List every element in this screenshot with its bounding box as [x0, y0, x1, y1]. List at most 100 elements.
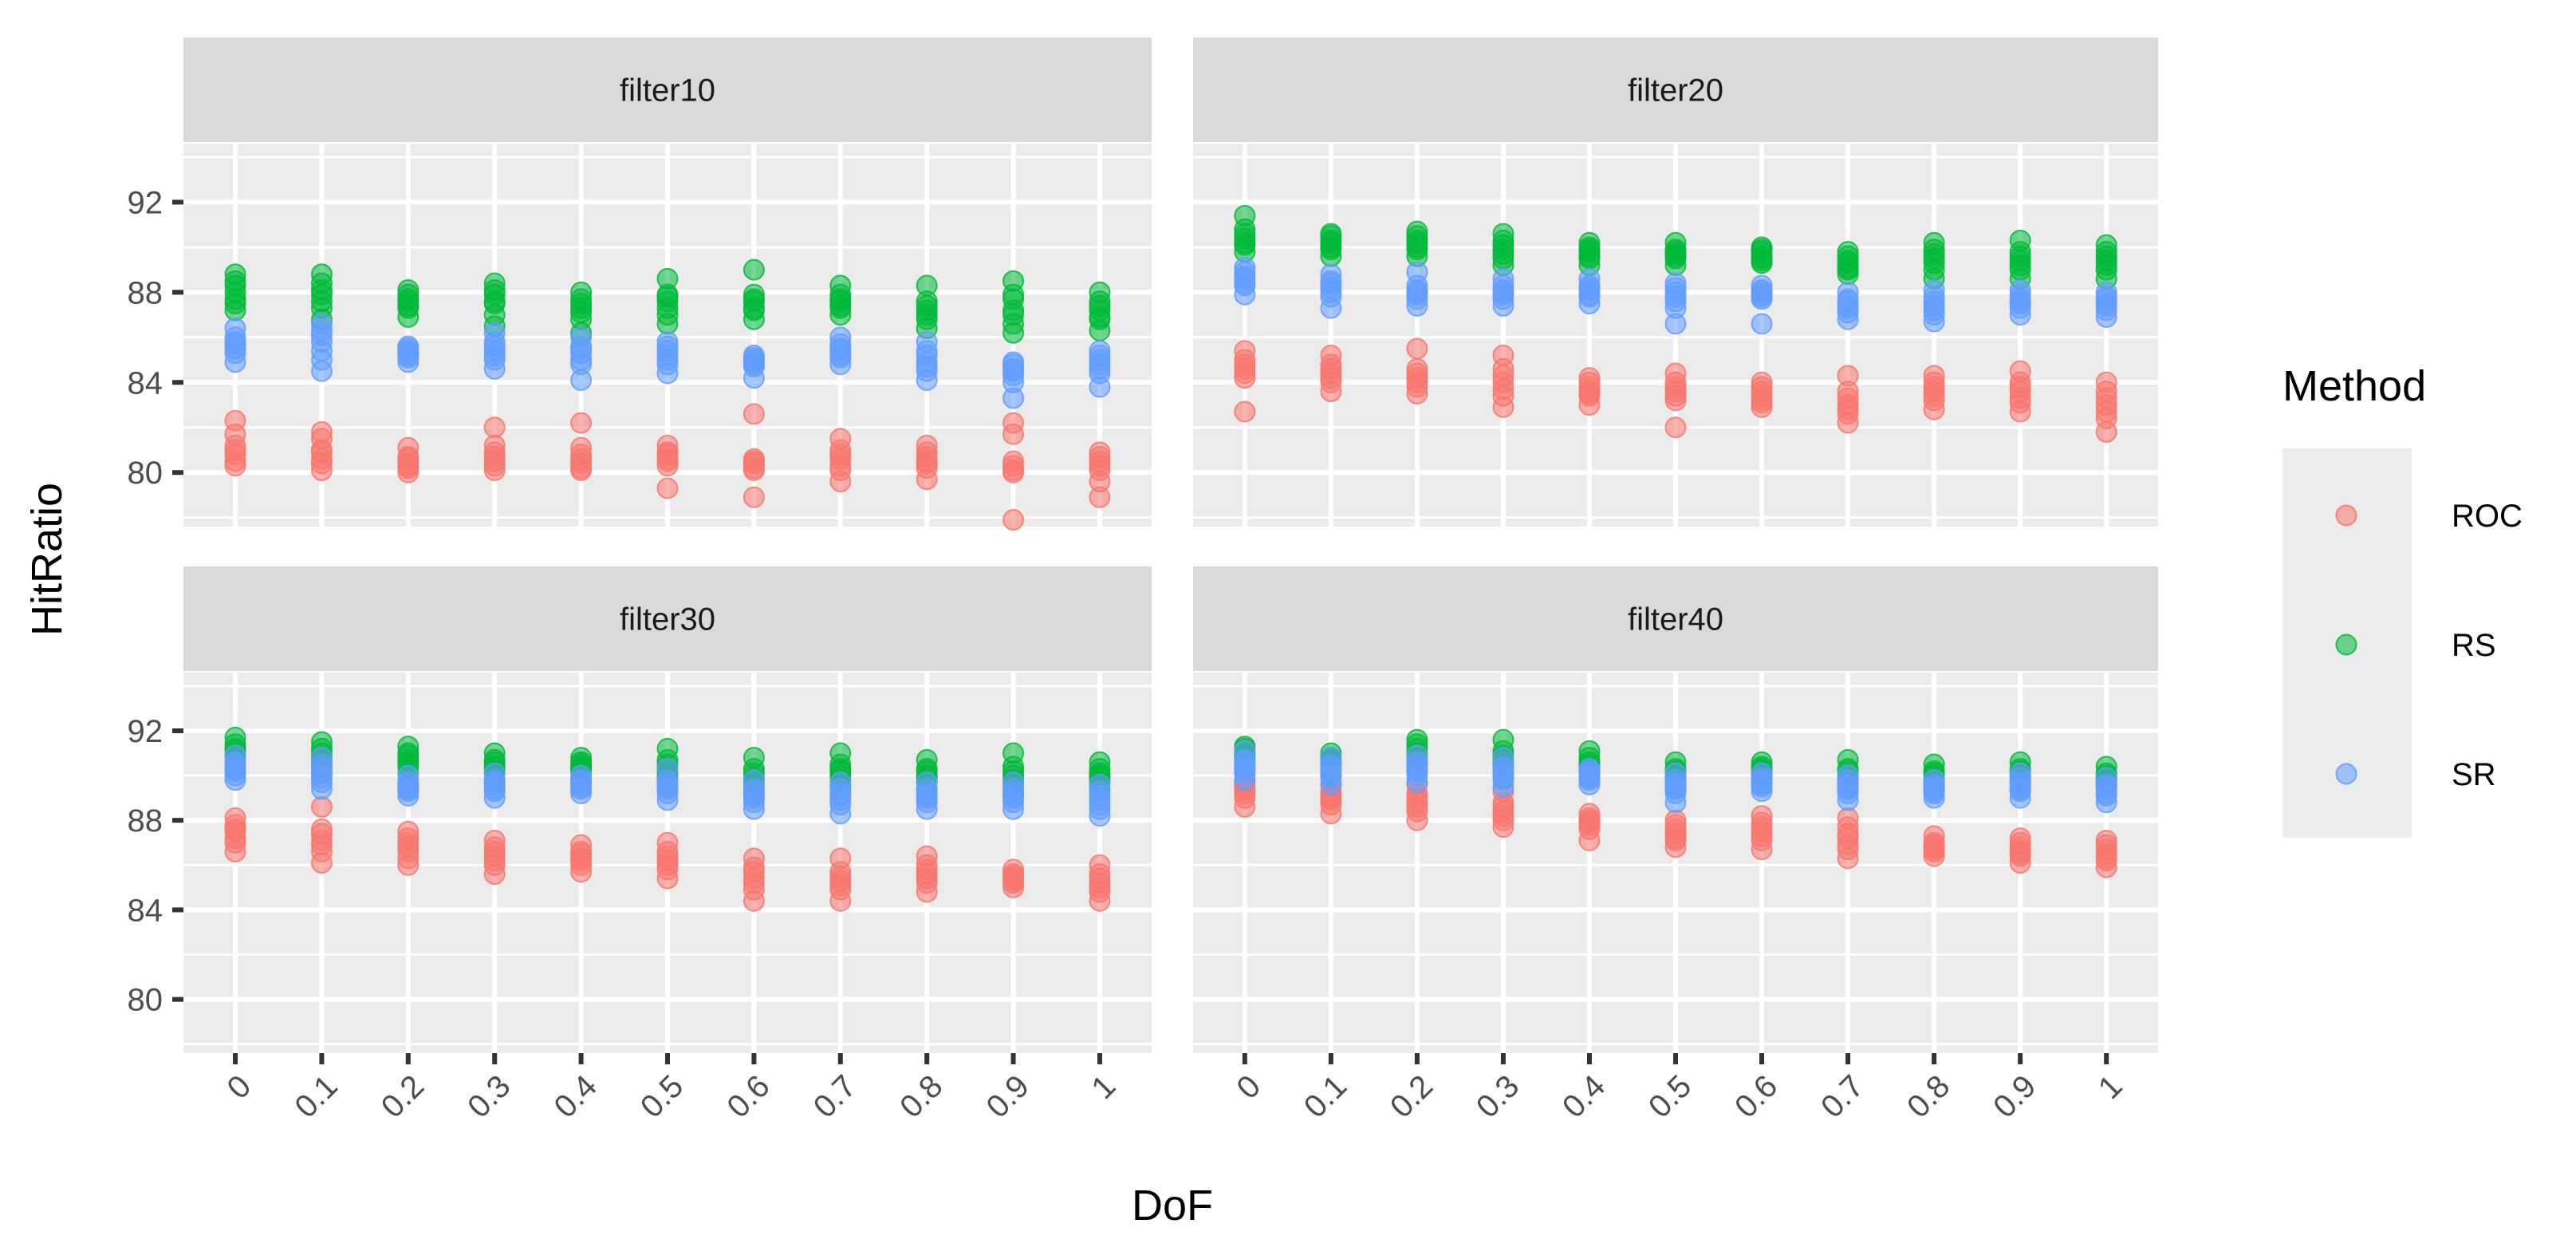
panels-layer: filter10 filter20 filter30 filter40 — [183, 37, 2158, 1053]
data-point-roc — [570, 843, 593, 865]
data-point-roc — [2095, 387, 2117, 409]
legend-label-rs: RS — [2452, 628, 2496, 663]
data-point-sr — [483, 771, 506, 793]
series-RS — [224, 258, 1111, 344]
data-point-rs — [224, 274, 246, 297]
data-point-roc — [1089, 867, 1111, 890]
data-point-rs — [1664, 241, 1687, 263]
legend-label-roc: ROC — [2452, 499, 2523, 534]
y-tick-label: 84 — [128, 365, 163, 401]
data-point-sr — [310, 324, 333, 346]
data-point-roc — [1923, 376, 1945, 398]
data-point-roc — [1837, 365, 1859, 387]
series-ROC — [1234, 337, 2117, 443]
x-axis-title: DoF — [1132, 1182, 1213, 1229]
series-ROC — [224, 403, 1111, 531]
data-point-sr — [310, 758, 333, 780]
data-point-roc — [1002, 865, 1025, 887]
data-point-roc — [397, 455, 419, 477]
data-point-sr — [742, 780, 765, 803]
data-point-roc — [656, 845, 679, 867]
data-point-roc — [310, 795, 333, 818]
legend-title: Method — [2283, 362, 2426, 410]
series-SR — [1234, 256, 2117, 335]
legend: Method ROC RS SR — [2283, 362, 2523, 838]
data-point-sr — [829, 783, 852, 805]
data-point-roc — [916, 858, 938, 881]
data-point-rs — [570, 292, 593, 314]
data-point-roc — [1923, 836, 1945, 858]
data-point-roc — [1320, 357, 1342, 380]
data-point-roc — [483, 416, 506, 439]
data-point-sr — [2009, 771, 2031, 793]
data-point-roc — [1664, 416, 1687, 439]
data-point-sr — [1923, 290, 1945, 313]
data-point-roc — [1089, 445, 1111, 468]
data-point-sr — [1751, 286, 1773, 308]
data-point-sr — [1089, 349, 1111, 371]
data-point-sr — [1492, 279, 1514, 302]
data-point-roc — [483, 840, 506, 862]
data-point-rs — [1751, 250, 1773, 272]
facet-strip-label: filter10 — [620, 73, 715, 109]
y-axis-title: HitRatio — [23, 483, 71, 636]
facet-strip — [1193, 566, 2158, 671]
data-point-roc — [224, 818, 246, 840]
y-tick-label: 92 — [128, 185, 163, 220]
data-point-rs — [1320, 229, 1342, 251]
facet-strip — [183, 566, 1152, 671]
data-point-sr — [397, 773, 419, 795]
data-point-rs — [2009, 245, 2031, 267]
data-point-sr — [1320, 272, 1342, 294]
data-point-roc — [1492, 365, 1514, 387]
data-point-sr — [829, 337, 852, 360]
data-point-roc — [656, 477, 679, 499]
data-point-sr — [2009, 288, 2031, 310]
data-point-sr — [1320, 756, 1342, 778]
data-point-rs — [1002, 304, 1025, 326]
data-point-roc — [570, 412, 593, 434]
data-point-roc — [829, 847, 852, 870]
data-point-sr — [1089, 784, 1111, 807]
data-point-sr — [570, 771, 593, 793]
data-point-roc — [2095, 850, 2117, 872]
data-point-sr — [2095, 775, 2117, 798]
data-point-sr — [656, 340, 679, 362]
data-point-sr — [742, 346, 765, 369]
data-point-roc — [1406, 362, 1428, 385]
data-point-sr — [1751, 313, 1773, 335]
data-point-roc — [1578, 811, 1601, 834]
data-point-sr — [570, 337, 593, 360]
data-point-roc — [829, 444, 852, 466]
panel-filter20: filter20 — [1193, 37, 2158, 527]
series-SR — [224, 313, 1111, 409]
data-point-sr — [1578, 762, 1601, 784]
data-point-roc — [1578, 382, 1601, 405]
data-point-sr — [1664, 281, 1687, 303]
y-tick-label: 88 — [128, 803, 163, 839]
data-point-rs — [1837, 250, 1859, 272]
data-point-rs — [1002, 742, 1025, 764]
data-point-rs — [916, 294, 938, 317]
data-point-roc — [656, 444, 679, 466]
series-ROC — [224, 795, 1111, 912]
data-point-roc — [310, 420, 333, 443]
data-point-rs — [1234, 223, 1256, 245]
data-point-sr — [1002, 783, 1025, 805]
data-point-sr — [1406, 261, 1428, 283]
facet-strip — [1193, 37, 2158, 142]
data-point-roc — [1234, 401, 1256, 423]
data-point-rs — [656, 286, 679, 308]
data-point-rs — [397, 744, 419, 767]
data-point-roc — [742, 450, 765, 472]
panel-filter30: filter30 — [183, 566, 1152, 1053]
y-tick-label: 88 — [128, 275, 163, 310]
data-point-roc — [310, 441, 333, 464]
legend-key-sr — [2335, 763, 2357, 785]
data-point-sr — [1406, 753, 1428, 775]
data-point-roc — [1406, 337, 1428, 360]
data-point-rs — [1578, 239, 1601, 261]
data-point-roc — [224, 439, 246, 461]
data-point-roc — [742, 486, 765, 508]
facet-strip-label: filter40 — [1628, 602, 1723, 637]
